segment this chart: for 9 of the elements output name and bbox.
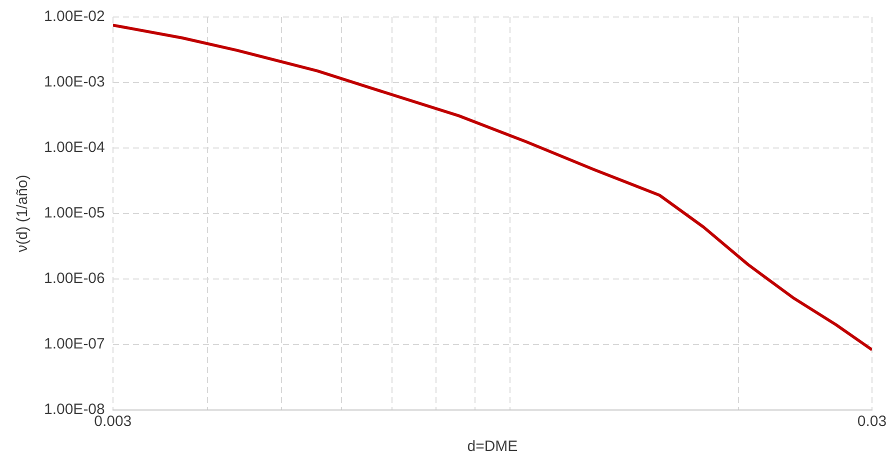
y-tick-label: 1.00E-04	[44, 139, 105, 156]
y-tick-label: 1.00E-02	[44, 8, 105, 26]
y-tick-label: 1.00E-05	[44, 204, 105, 222]
x-axis-title: d=DME	[467, 438, 518, 456]
y-tick-label: 1.00E-03	[44, 74, 105, 91]
y-tick-label: 1.00E-06	[44, 270, 105, 288]
y-axis-title: ν(d) (1/año)	[14, 174, 32, 252]
x-tick-label: 0.03	[857, 413, 887, 430]
y-tick-label: 1.00E-07	[44, 336, 105, 353]
